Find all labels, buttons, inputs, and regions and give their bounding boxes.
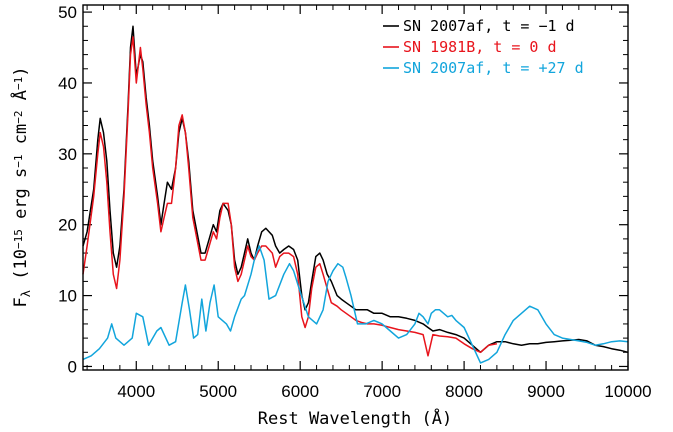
tick-labels: 4000 5000 6000 7000 8000 9000 10000 0 10 20 30 40 50 xyxy=(58,3,652,401)
x-axis-title: Rest Wavelength (Å) xyxy=(258,407,452,429)
legend-label-2: SN 2007af, t = +27 d xyxy=(403,59,584,77)
series-line-2 xyxy=(82,245,629,364)
x-tick-label: 10000 xyxy=(604,382,651,401)
x-tick-label: 9000 xyxy=(527,382,565,401)
y-axis-title-part: Å xyxy=(9,90,31,110)
y-axis-title-superscript: −1 xyxy=(12,77,25,90)
y-tick-label: 50 xyxy=(58,3,77,22)
series-line-1 xyxy=(82,36,498,357)
y-axis-title-part: cm xyxy=(11,124,31,155)
series-lines xyxy=(82,25,629,364)
x-tick-label: 7000 xyxy=(363,382,401,401)
y-axis-title-part: (10 xyxy=(11,249,31,290)
y-tick-label: 30 xyxy=(58,145,77,164)
y-axis-title-subscript: λ xyxy=(19,290,33,297)
legend-label-0: SN 2007af, t = −1 d xyxy=(403,17,575,35)
y-axis-title: Fλ (10−15 erg s−1 cm−2 Å−1) xyxy=(9,67,33,308)
y-axis-title-part: F xyxy=(11,297,31,307)
legend-label-1: SN 1981B, t = 0 d xyxy=(403,38,557,56)
x-tick-label: 5000 xyxy=(199,382,237,401)
y-tick-label: 20 xyxy=(58,216,77,235)
y-axis-title-part: ) xyxy=(11,67,31,77)
y-tick-label: 0 xyxy=(68,357,77,376)
x-tick-label: 8000 xyxy=(445,382,483,401)
y-axis-title-superscript: −1 xyxy=(12,154,25,167)
y-tick-label: 40 xyxy=(58,74,77,93)
x-tick-label: 4000 xyxy=(117,382,155,401)
y-tick-label: 10 xyxy=(58,287,77,306)
axis-ticks xyxy=(83,5,629,370)
plot-frame xyxy=(82,4,629,371)
y-axis-title-superscript: −2 xyxy=(12,111,25,124)
y-axis-title-part: erg s xyxy=(11,168,31,229)
y-axis-title-superscript: −15 xyxy=(12,229,25,249)
x-tick-label: 6000 xyxy=(281,382,319,401)
legend: SN 2007af, t = −1 d SN 1981B, t = 0 d SN 2… xyxy=(383,17,584,77)
